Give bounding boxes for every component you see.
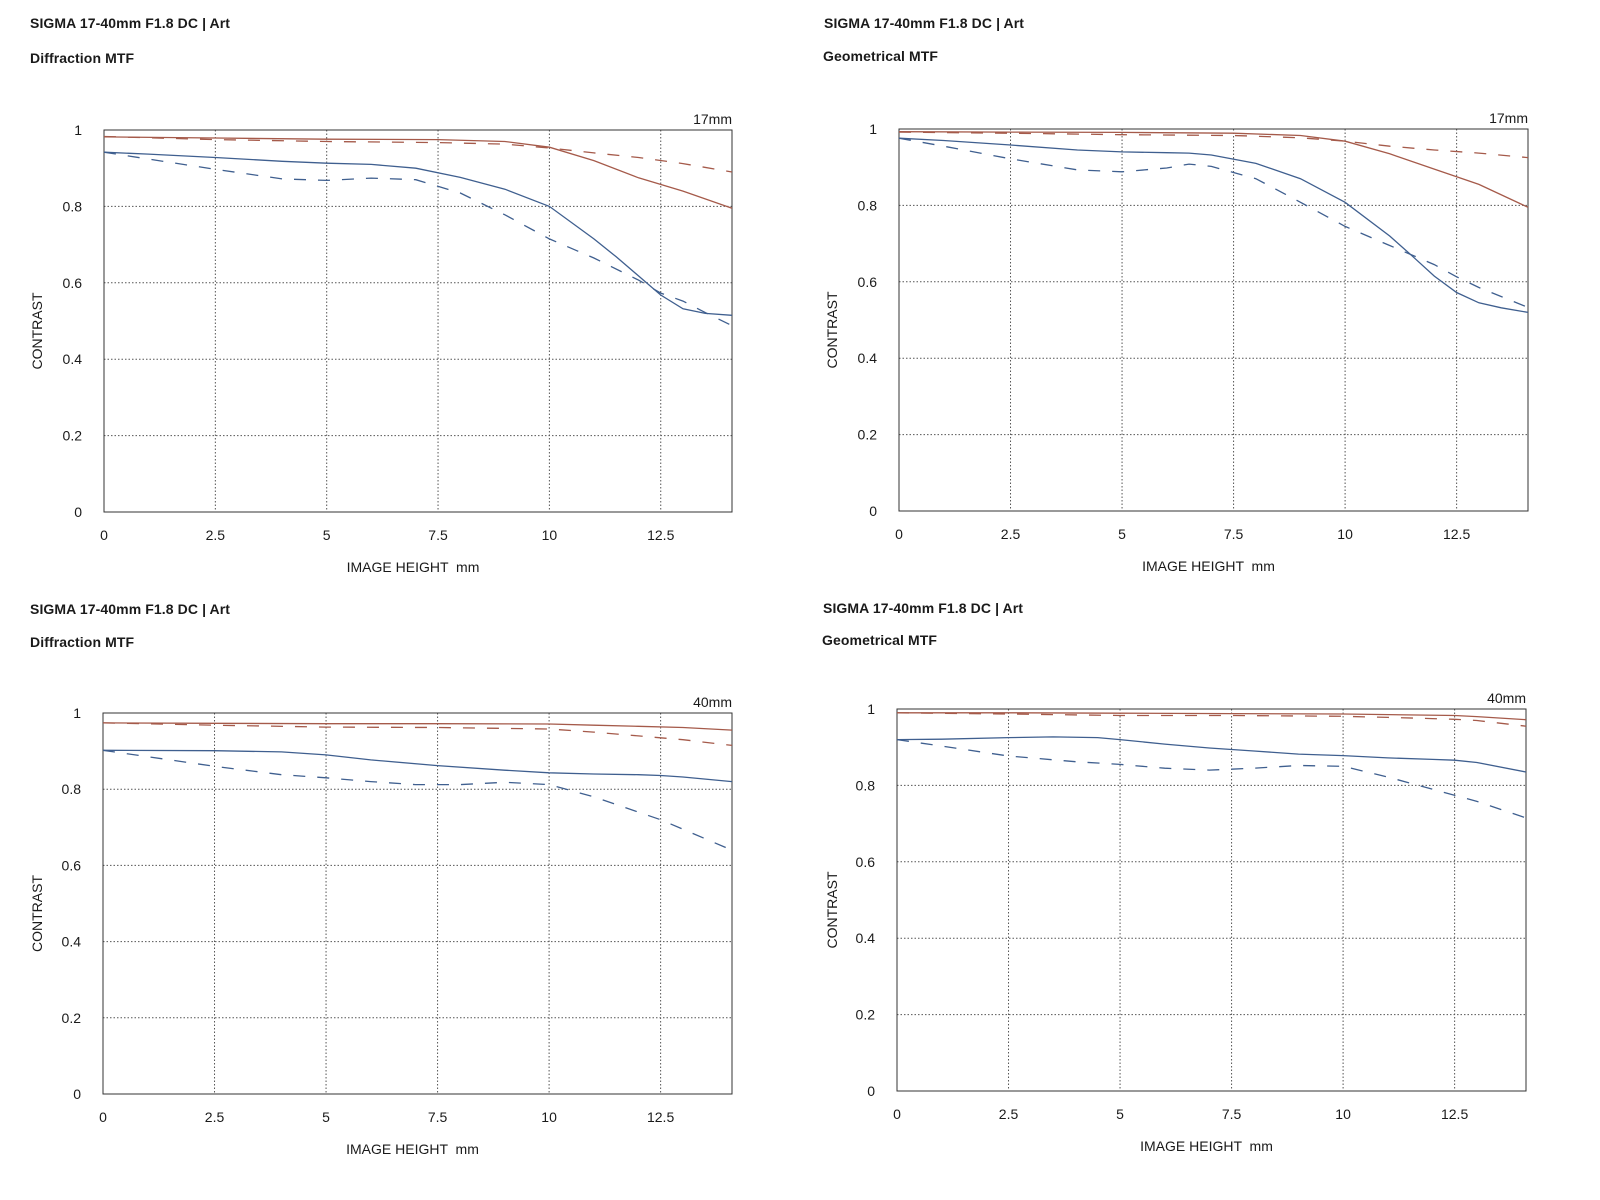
y-tick-label: 0.4 xyxy=(63,351,83,367)
focal-length-label: 40mm xyxy=(1487,690,1526,706)
y-tick-label: 0.6 xyxy=(858,274,878,290)
y-tick-label: 0.8 xyxy=(858,197,878,213)
x-tick-label: 5 xyxy=(323,527,331,543)
y-tick-label: 0.2 xyxy=(858,427,878,443)
meridional-solid-series-line xyxy=(103,151,733,316)
chart-subtitle: Geometrical MTF xyxy=(822,632,938,648)
chart-title: SIGMA 17-40mm F1.8 DC | Art xyxy=(30,601,231,617)
sagittal-solid-series-line xyxy=(103,136,733,209)
mtf-panel: SIGMA 17-40mm F1.8 DC | Art Diffraction … xyxy=(0,0,800,600)
y-tick-label: 1 xyxy=(73,705,81,721)
y-tick-label: 0 xyxy=(867,1083,875,1099)
y-tick-label: 1 xyxy=(869,121,877,137)
y-tick-label: 0.2 xyxy=(62,1010,82,1026)
y-tick-label: 1 xyxy=(74,122,82,138)
mtf-chart-geometrical-40mm: 0 2.5 5 7.5 10 12.5 0 0.2 0.4 0.6 0.8 1 IMAGE HEIGHT… xyxy=(824,690,1527,1154)
y-tick-label: 0.2 xyxy=(63,428,83,444)
sagittal-dashed-series-line xyxy=(102,722,733,747)
x-tick-label: 12.5 xyxy=(1441,1106,1468,1122)
x-axis-label: IMAGE HEIGHT mm xyxy=(1140,1138,1273,1154)
focal-length-label: 40mm xyxy=(693,694,732,710)
y-tick-label: 0.6 xyxy=(62,857,82,873)
x-tick-label: 7.5 xyxy=(1222,1106,1242,1122)
x-tick-label: 7.5 xyxy=(1224,526,1244,542)
x-tick-label: 12.5 xyxy=(647,527,674,543)
x-tick-label: 0 xyxy=(893,1106,901,1122)
meridional-solid-series-line xyxy=(896,736,1527,773)
y-tick-label: 0.6 xyxy=(63,275,83,291)
y-tick-label: 0.4 xyxy=(858,350,878,366)
y-tick-label: 0.8 xyxy=(63,198,83,214)
x-tick-label: 10 xyxy=(541,1109,557,1125)
y-tick-label: 0.4 xyxy=(856,930,876,946)
x-tick-label: 2.5 xyxy=(1001,526,1021,542)
x-tick-label: 7.5 xyxy=(428,527,448,543)
y-axis-label: CONTRAST xyxy=(824,291,840,368)
plot-frame xyxy=(102,712,733,1095)
x-tick-label: 5 xyxy=(1116,1106,1124,1122)
y-tick-label: 0 xyxy=(73,1086,81,1102)
sagittal-dashed-series-line xyxy=(898,131,1529,159)
x-axis-label: IMAGE HEIGHT mm xyxy=(1142,558,1275,574)
x-tick-label: 0 xyxy=(99,1109,107,1125)
mtf-panel: SIGMA 17-40mm F1.8 DC | Art Diffraction … xyxy=(0,582,800,1182)
chart-subtitle: Geometrical MTF xyxy=(823,48,939,64)
mtf-chart-diffraction-40mm: 0 2.5 5 7.5 10 12.5 0 0.2 0.4 0.6 0.8 1 IMAGE HEIGHT… xyxy=(29,694,733,1157)
x-tick-label: 5 xyxy=(322,1109,330,1125)
x-tick-label: 0 xyxy=(100,527,108,543)
y-axis-label: CONTRAST xyxy=(824,871,840,948)
y-tick-label: 0.8 xyxy=(62,781,82,797)
focal-length-label: 17mm xyxy=(1489,110,1528,126)
sagittal-dashed-series-line xyxy=(103,135,733,173)
x-tick-label: 2.5 xyxy=(999,1106,1019,1122)
meridional-dashed-series-line xyxy=(103,151,733,327)
sagittal-solid-series-line xyxy=(102,722,733,731)
meridional-dashed-series-line xyxy=(896,738,1527,819)
x-tick-label: 2.5 xyxy=(205,1109,225,1125)
sagittal-solid-series-line xyxy=(897,712,1527,721)
plot-frame xyxy=(896,708,1527,1092)
y-tick-label: 0 xyxy=(74,504,82,520)
chart-subtitle: Diffraction MTF xyxy=(30,50,135,66)
x-axis-label: IMAGE HEIGHT mm xyxy=(347,559,480,575)
y-tick-label: 1 xyxy=(867,701,875,717)
y-tick-label: 0.6 xyxy=(856,854,876,870)
x-axis-label: IMAGE HEIGHT mm xyxy=(346,1141,479,1157)
x-tick-label: 10 xyxy=(542,527,558,543)
mtf-panel: SIGMA 17-40mm F1.8 DC | Art Geometrical … xyxy=(795,0,1595,600)
plot-frame xyxy=(898,128,1529,512)
y-tick-label: 0.4 xyxy=(62,934,82,950)
y-axis-label: CONTRAST xyxy=(29,875,45,952)
y-tick-label: 0 xyxy=(869,503,877,519)
x-tick-label: 7.5 xyxy=(428,1109,448,1125)
y-tick-label: 0.8 xyxy=(856,777,876,793)
x-tick-label: 10 xyxy=(1335,1106,1351,1122)
meridional-solid-series-line xyxy=(102,749,733,783)
x-tick-label: 12.5 xyxy=(1443,526,1470,542)
plot-frame xyxy=(103,129,733,513)
chart-title: SIGMA 17-40mm F1.8 DC | Art xyxy=(824,15,1025,31)
meridional-solid-series-line xyxy=(898,137,1529,314)
mtf-chart-diffraction-17mm: 0 2.5 5 7.5 10 12.5 0 0.2 0.4 0.6 0.8 1 IMAGE HEIGHT… xyxy=(29,111,733,575)
meridional-dashed-series-line xyxy=(102,749,733,851)
y-tick-label: 0.2 xyxy=(856,1007,876,1023)
x-tick-label: 12.5 xyxy=(647,1109,674,1125)
chart-title: SIGMA 17-40mm F1.8 DC | Art xyxy=(30,15,231,31)
chart-subtitle: Diffraction MTF xyxy=(30,634,135,650)
x-tick-label: 5 xyxy=(1118,526,1126,542)
x-tick-label: 0 xyxy=(895,526,903,542)
x-tick-label: 10 xyxy=(1337,526,1353,542)
focal-length-label: 17mm xyxy=(693,111,732,127)
y-axis-label: CONTRAST xyxy=(29,292,45,369)
sagittal-solid-series-line xyxy=(898,131,1529,208)
mtf-panel: SIGMA 17-40mm F1.8 DC | Art Geometrical … xyxy=(795,582,1595,1182)
mtf-chart-geometrical-17mm: 0 2.5 5 7.5 10 12.5 0 0.2 0.4 0.6 0.8 1 IMAGE HEIGHT… xyxy=(824,110,1529,574)
meridional-dashed-series-line xyxy=(898,137,1529,309)
chart-title: SIGMA 17-40mm F1.8 DC | Art xyxy=(823,600,1024,616)
x-tick-label: 2.5 xyxy=(206,527,226,543)
